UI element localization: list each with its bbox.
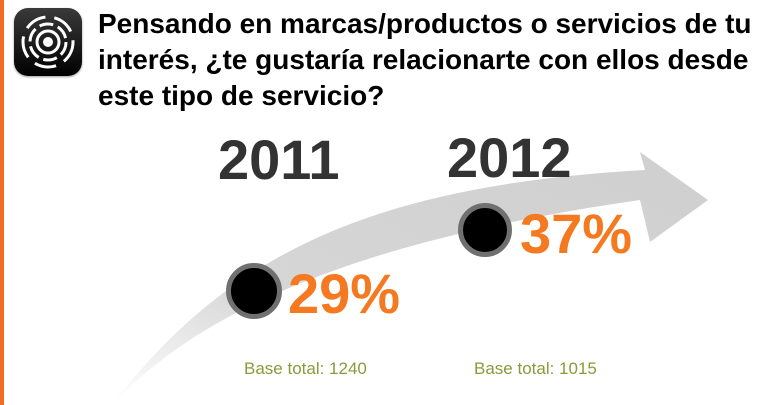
year-2011-percentage: 29% xyxy=(288,262,401,325)
broadcast-signal-icon xyxy=(14,8,82,76)
year-2011-label: 2011 xyxy=(218,128,340,191)
year-2012-base-total: Base total: 1015 xyxy=(474,359,597,378)
growth-arrow-shape xyxy=(112,152,708,405)
year-2011-base-total: Base total: 1240 xyxy=(244,359,367,378)
left-accent-rule xyxy=(0,0,4,405)
year-2011-marker xyxy=(226,263,282,319)
year-2012-label: 2012 xyxy=(447,126,572,189)
survey-question: Pensando en marcas/productos o servicios… xyxy=(98,8,752,111)
year-2012-marker xyxy=(458,203,512,257)
year-2012-percentage: 37% xyxy=(520,202,633,265)
